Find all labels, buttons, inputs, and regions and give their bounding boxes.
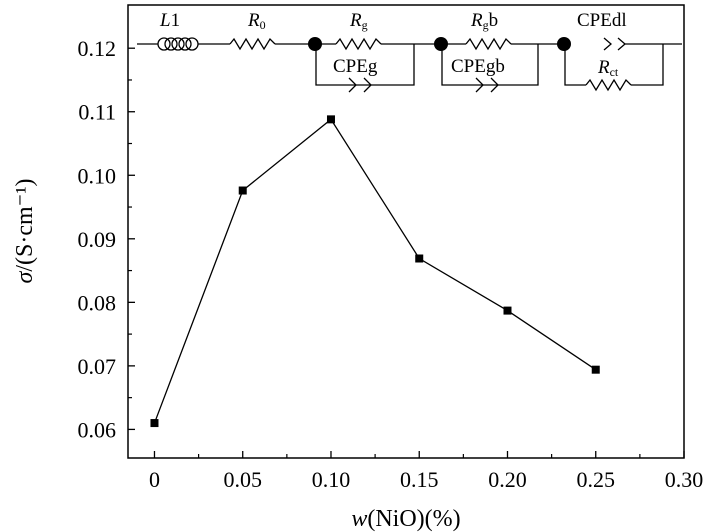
data-point [326, 115, 335, 124]
y-tick-label: 0.12 [78, 36, 117, 61]
plot-frame [127, 4, 685, 459]
cpe-gb-symbol [475, 77, 484, 93]
data-point [415, 254, 424, 263]
y-tick-label: 0.08 [78, 290, 117, 315]
y-axis-ticks: 0.06 0.07 0.08 0.09 0.10 0.11 0.12 [78, 36, 135, 442]
circuit-label-rg: Rg [349, 10, 368, 32]
circuit-label-cpeg: CPEg [333, 56, 378, 77]
circuit-label-l1: L1 [159, 10, 180, 31]
series-line [153, 118, 597, 424]
x-tick-label: 0.30 [665, 467, 704, 492]
circuit-label-r0: R0 [247, 10, 266, 32]
data-point [150, 419, 159, 428]
data-point [591, 365, 600, 374]
resistor-rgb-symbol [465, 37, 512, 51]
x-tick-label: 0.05 [223, 467, 262, 492]
inductor-symbol [157, 37, 199, 51]
y-tick-label: 0.07 [78, 354, 117, 379]
x-axis-title: w(NiO)(%) [351, 506, 460, 532]
x-tick-label: 0.10 [312, 467, 351, 492]
circuit-label-cpedl: CPEdl [577, 10, 627, 31]
x-axis-ticks: 0 0.05 0.10 0.15 0.20 0.25 0.30 [149, 451, 703, 492]
resistor-r0-symbol [229, 37, 276, 51]
circuit-label-cpegb: CPEgb [451, 56, 505, 77]
y-tick-label: 0.10 [78, 163, 117, 188]
y-tick-label: 0.09 [78, 227, 117, 252]
y-tick-label: 0.11 [78, 100, 116, 125]
y-axis-title: σ/(S·cm⁻¹) [12, 178, 38, 283]
x-tick-label: 0.25 [576, 467, 615, 492]
resistor-rct-symbol [585, 78, 632, 92]
node-3 [557, 37, 571, 51]
circuit-label-rct: Rct [597, 57, 619, 79]
data-point [238, 186, 247, 195]
circuit-label-rgb: Rgb [470, 10, 498, 32]
series-markers [150, 115, 600, 428]
x-tick-label: 0 [149, 467, 160, 492]
x-tick-label: 0.15 [400, 467, 439, 492]
resistor-rg-symbol [335, 37, 382, 51]
x-tick-label: 0.20 [488, 467, 527, 492]
data-point [503, 306, 512, 315]
equivalent-circuit-inset: L1 R0 Rg CPEg Rgb CPEgb CPEdl Rct [137, 10, 682, 93]
cpe-dl-symbol [603, 37, 612, 51]
cpe-g-symbol [348, 77, 357, 93]
y-tick-label: 0.06 [78, 417, 117, 442]
